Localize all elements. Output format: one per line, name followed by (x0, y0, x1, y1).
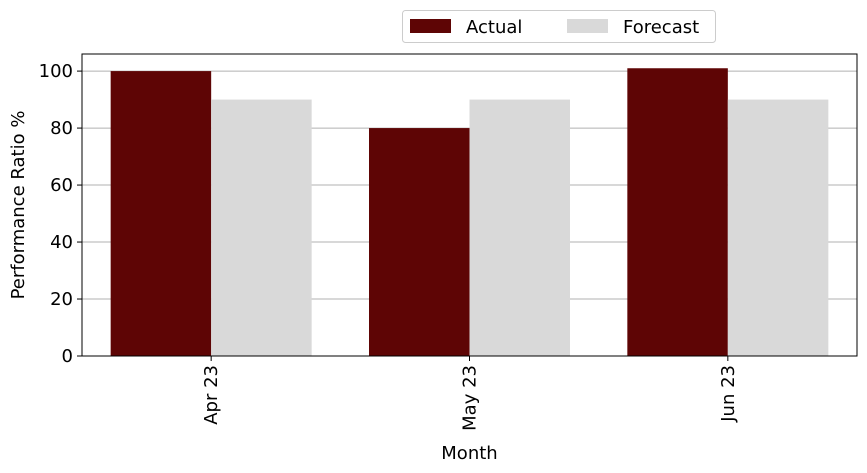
bar-forecast-2 (469, 99, 570, 357)
legend: Actual Forecast (402, 10, 716, 43)
bar-forecast-3 (727, 99, 829, 357)
legend-swatch-actual (410, 19, 451, 33)
x-axis-title: Month (441, 443, 497, 464)
y-tick-label: 100 (39, 61, 73, 82)
y-tick-label: 60 (50, 175, 73, 196)
y-tick-label: 40 (50, 232, 73, 253)
bar-forecast-1 (211, 99, 312, 357)
y-tick-label: 0 (62, 346, 73, 367)
y-axis: 0 20 40 60 80 100 (39, 61, 82, 367)
y-tick-label: 80 (50, 118, 73, 139)
x-tick-label: Jun 23 (718, 365, 739, 423)
x-tick-label: Apr 23 (201, 365, 222, 425)
bars (110, 68, 829, 357)
y-tick-label: 20 (50, 289, 73, 310)
x-axis: Apr 23 May 23 Jun 23 (201, 356, 739, 431)
legend-swatch-forecast (567, 19, 608, 33)
x-tick-label: May 23 (460, 365, 481, 431)
y-axis-title: Performance Ratio % (8, 111, 29, 300)
bar-actual-3 (627, 68, 728, 356)
legend-label-forecast: Forecast (623, 17, 699, 38)
bar-actual-2 (369, 128, 470, 356)
legend-label-actual: Actual (466, 17, 522, 38)
bar-actual-1 (110, 71, 212, 357)
legend-box (402, 10, 716, 43)
